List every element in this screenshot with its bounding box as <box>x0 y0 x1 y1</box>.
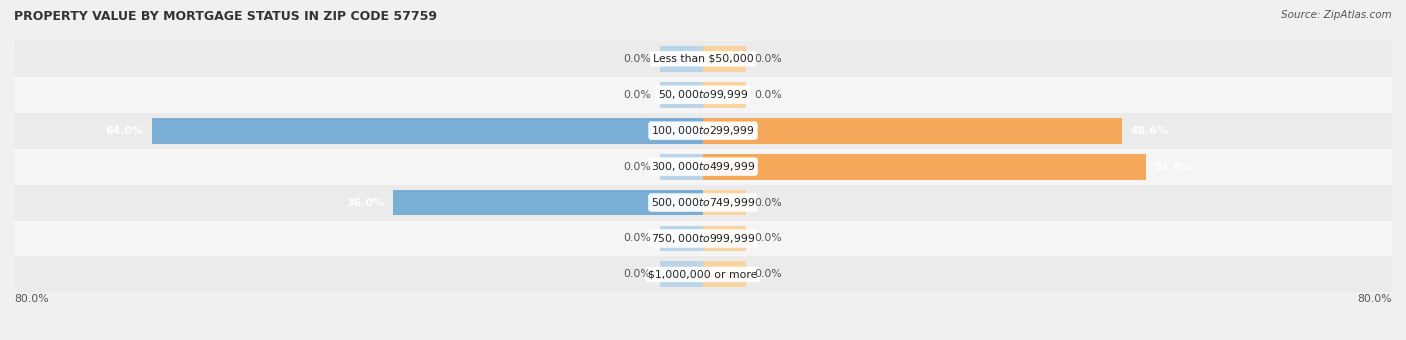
Text: $500,000 to $749,999: $500,000 to $749,999 <box>651 196 755 209</box>
Bar <box>659 82 703 108</box>
Bar <box>392 190 703 216</box>
Bar <box>14 41 1392 77</box>
Bar <box>703 225 747 251</box>
Bar <box>659 154 703 180</box>
Bar <box>703 82 747 108</box>
Text: $750,000 to $999,999: $750,000 to $999,999 <box>651 232 755 245</box>
Bar <box>703 46 747 72</box>
Bar <box>703 154 1146 180</box>
Text: 80.0%: 80.0% <box>14 294 49 304</box>
Bar <box>14 113 1392 149</box>
Text: $50,000 to $99,999: $50,000 to $99,999 <box>658 88 748 101</box>
Text: 0.0%: 0.0% <box>755 198 782 207</box>
Bar <box>703 190 747 216</box>
Text: 0.0%: 0.0% <box>624 90 651 100</box>
Bar <box>14 185 1392 221</box>
Text: 0.0%: 0.0% <box>755 54 782 64</box>
Bar <box>14 256 1392 292</box>
Text: 0.0%: 0.0% <box>624 162 651 172</box>
Text: 0.0%: 0.0% <box>624 54 651 64</box>
Text: 0.0%: 0.0% <box>755 269 782 279</box>
Bar <box>14 149 1392 185</box>
Text: 80.0%: 80.0% <box>1357 294 1392 304</box>
Bar <box>14 221 1392 256</box>
Text: $300,000 to $499,999: $300,000 to $499,999 <box>651 160 755 173</box>
Text: 64.0%: 64.0% <box>105 126 143 136</box>
Bar <box>659 225 703 251</box>
Bar <box>659 261 703 287</box>
Text: 0.0%: 0.0% <box>624 269 651 279</box>
Bar <box>14 77 1392 113</box>
Text: PROPERTY VALUE BY MORTGAGE STATUS IN ZIP CODE 57759: PROPERTY VALUE BY MORTGAGE STATUS IN ZIP… <box>14 10 437 23</box>
Bar <box>152 118 703 143</box>
Text: 0.0%: 0.0% <box>755 90 782 100</box>
Text: 48.6%: 48.6% <box>1130 126 1168 136</box>
Bar <box>659 46 703 72</box>
Text: 0.0%: 0.0% <box>624 234 651 243</box>
Text: $1,000,000 or more: $1,000,000 or more <box>648 269 758 279</box>
Text: 0.0%: 0.0% <box>755 234 782 243</box>
Text: $100,000 to $299,999: $100,000 to $299,999 <box>651 124 755 137</box>
Text: 51.4%: 51.4% <box>1154 162 1192 172</box>
Text: 36.0%: 36.0% <box>346 198 384 207</box>
Text: Less than $50,000: Less than $50,000 <box>652 54 754 64</box>
Text: Source: ZipAtlas.com: Source: ZipAtlas.com <box>1281 10 1392 20</box>
Bar <box>703 261 747 287</box>
Bar <box>703 118 1122 143</box>
